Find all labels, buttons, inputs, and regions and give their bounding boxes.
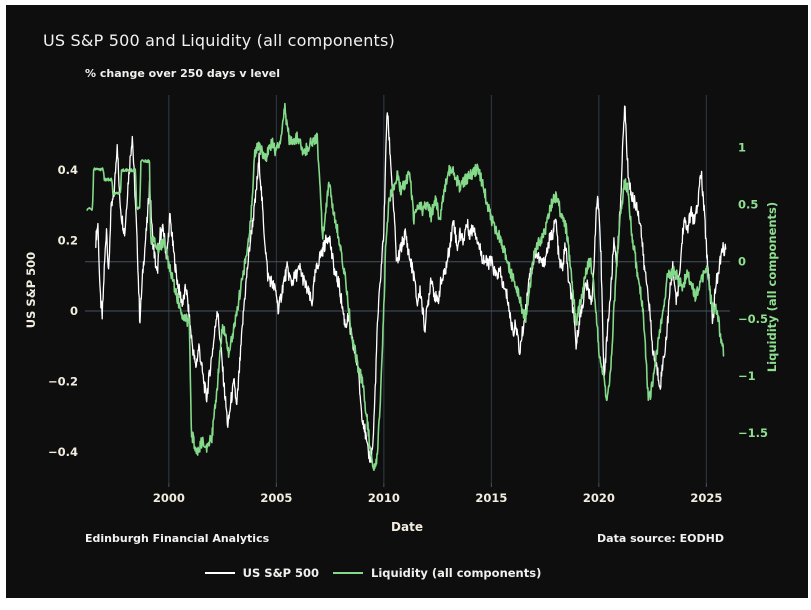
plot-area: 2000 2005 2010 2015 2020 2025 0.4 0.2 0 −0.2 −0.4 1… (48, 95, 768, 505)
y-right-tick-label: −1 (738, 369, 756, 383)
liquidity-line-swatch (333, 572, 364, 574)
chart-panel: US S&P 500 and Liquidity (all components… (6, 5, 808, 598)
branding-text: Edinburgh Financial Analytics (85, 532, 270, 545)
x-tick-label: 2005 (260, 491, 292, 505)
sp500-line-series (95, 105, 727, 463)
y-left-tick-label: −0.4 (48, 445, 78, 459)
y-left-tick-label: 0.2 (58, 234, 78, 248)
y-axis-label-right: Liquidity (all components) (765, 201, 779, 373)
legend-label-sp500: US S&P 500 (242, 566, 320, 580)
legend: US S&P 500 Liquidity (all components) (0, 566, 774, 580)
chart-title: US S&P 500 and Liquidity (all components… (43, 31, 395, 50)
y-axis-label-left: US S&P 500 (24, 251, 38, 329)
x-tick-label: 2010 (368, 491, 400, 505)
legend-item-liquidity: Liquidity (all components) (333, 566, 541, 580)
y-left-tick-label: −0.2 (48, 375, 78, 389)
x-tick-label: 2000 (153, 491, 185, 505)
y-right-tick-label: −1.5 (738, 426, 768, 440)
liquidity-line-series (86, 102, 725, 472)
y-right-tick-label: 0.5 (738, 198, 758, 212)
legend-label-liquidity: Liquidity (all components) (371, 566, 542, 580)
chart-subtitle: % change over 250 days v level (85, 67, 280, 80)
y-left-tick-label: 0.4 (58, 163, 78, 177)
x-tick-label: 2025 (690, 491, 722, 505)
legend-item-sp500: US S&P 500 (204, 566, 320, 580)
data-source-text: Data source: EODHD (597, 532, 724, 545)
y-right-tick-label: −0.5 (738, 312, 768, 326)
y-right-tick-label: 1 (738, 141, 746, 155)
y-right-tick-label: 0 (738, 255, 746, 269)
y-left-tick-label: 0 (70, 304, 78, 318)
x-tick-label: 2020 (583, 491, 615, 505)
x-axis-label: Date (391, 520, 423, 534)
x-tick-label: 2015 (475, 491, 507, 505)
sp500-line-swatch (204, 572, 235, 574)
